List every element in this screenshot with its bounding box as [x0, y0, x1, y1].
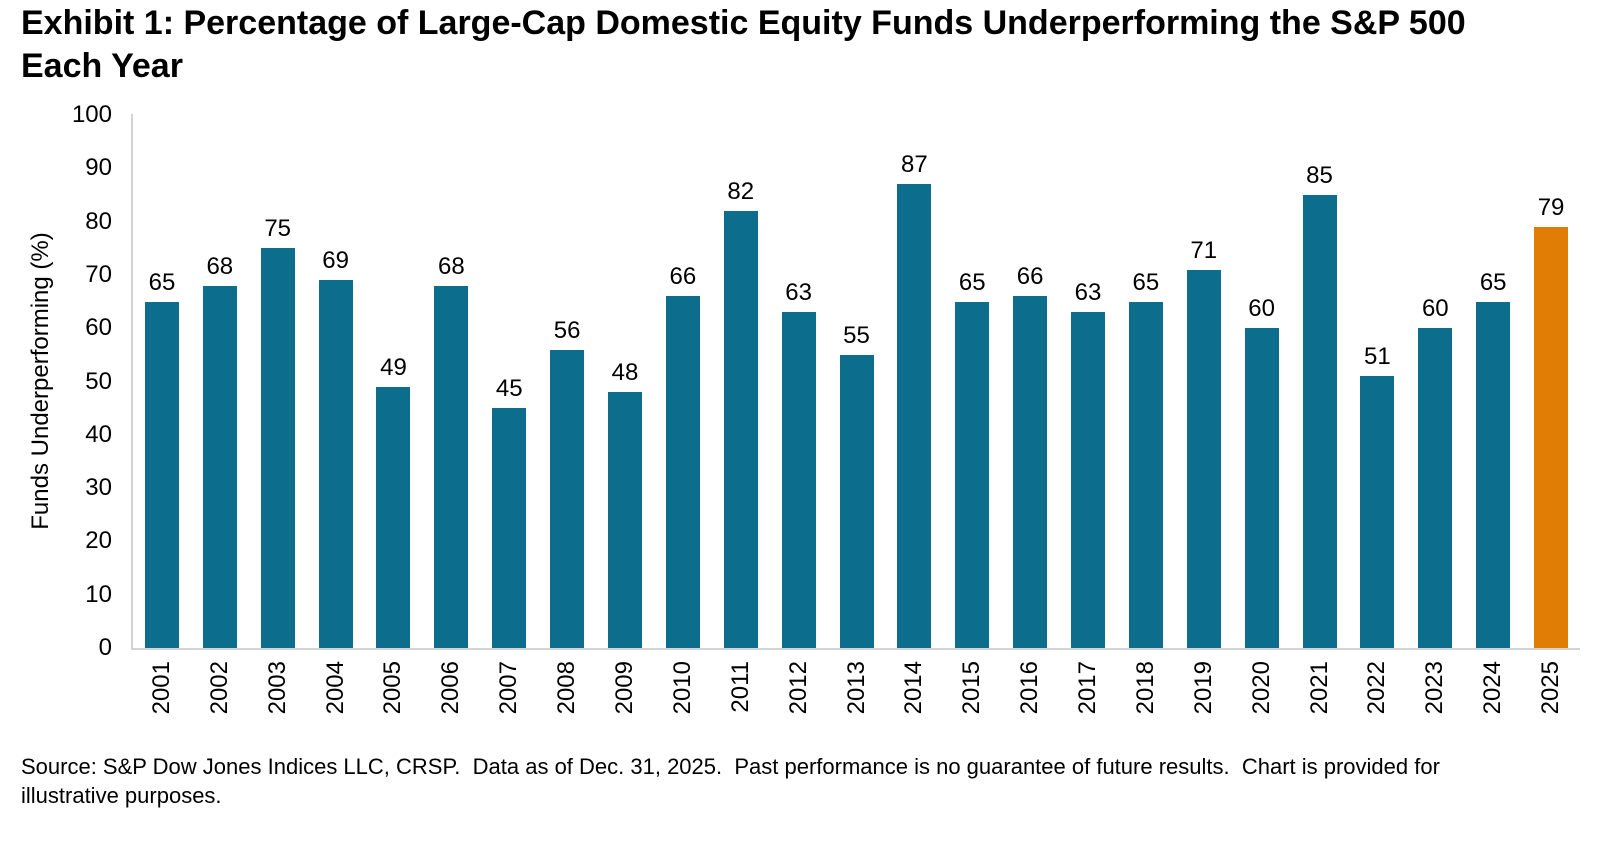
x-tick-label: 2025 [1537, 661, 1565, 715]
bar [1013, 296, 1048, 648]
bar-value-label: 49 [380, 353, 407, 381]
y-axis-ticks: 0 10 20 30 40 50 60 70 80 90 100 [0, 101, 112, 661]
y-tick-label: 20 [85, 527, 112, 555]
bar-value-label: 65 [1479, 268, 1507, 296]
y-tick-label: 0 [98, 634, 112, 661]
bar [1071, 312, 1106, 648]
bar-value-label: 82 [727, 177, 755, 205]
y-tick-label: 100 [71, 101, 112, 128]
x-tick-label: 2002 [205, 661, 233, 715]
x-tick-label: 2001 [147, 661, 175, 715]
bar [550, 349, 585, 648]
bar [1360, 376, 1395, 648]
y-tick-label: 60 [85, 314, 112, 342]
x-tick-label: 2017 [1074, 661, 1102, 715]
x-tick-label: 2023 [1421, 661, 1449, 715]
bar [492, 408, 527, 648]
x-tick-label: 2020 [1247, 661, 1275, 715]
bar [318, 280, 353, 648]
bar-value-label: 68 [437, 252, 465, 280]
x-tick-label: 2012 [784, 661, 812, 715]
x-axis-ticks: 2001 2002 2003 2004 2005 2006 2007 2008 2009 2010… [133, 651, 1580, 746]
bar-value-label: 60 [1248, 295, 1275, 323]
bar-value-label: 55 [843, 321, 870, 349]
bar [1476, 301, 1511, 648]
bar [1128, 301, 1163, 648]
x-tick-label: 2019 [1189, 661, 1217, 715]
bar-value-label: 56 [553, 316, 581, 344]
bar-value-label: 65 [1132, 268, 1160, 296]
bar-value-label: 75 [264, 215, 292, 243]
x-tick-label: 2006 [437, 661, 465, 715]
y-tick-label: 40 [85, 420, 112, 448]
bar [144, 301, 179, 648]
bar [839, 354, 874, 648]
bar [781, 312, 816, 648]
bar [1418, 328, 1453, 648]
bar-value-label: 66 [669, 263, 697, 291]
x-tick-label: 2003 [263, 661, 291, 715]
y-tick-label: 80 [85, 207, 112, 235]
y-tick-label: 10 [85, 580, 112, 608]
x-tick-label: 2016 [1016, 661, 1044, 715]
y-tick-label: 50 [85, 367, 112, 395]
bar [723, 210, 758, 648]
x-tick-label: 2008 [553, 661, 581, 715]
x-tick-label: 2018 [1131, 661, 1159, 715]
y-tick-label: 90 [85, 154, 112, 182]
bar-value-label: 66 [1016, 263, 1044, 291]
bar-value-label: 87 [901, 151, 928, 179]
x-axis-line [131, 648, 1580, 650]
bar-value-label: 60 [1421, 295, 1449, 323]
bar [1244, 328, 1279, 648]
bar-value-label: 45 [495, 375, 523, 403]
bar-value-label: 68 [206, 252, 234, 280]
x-tick-label: 2010 [668, 661, 696, 715]
x-tick-label: 2009 [610, 661, 638, 715]
bar [260, 248, 295, 648]
bar-value-label: 51 [1364, 343, 1391, 371]
source-note: Source: S&P Dow Jones Indices LLC, CRSP.… [21, 754, 1447, 808]
plot-area: 65 68 75 69 49 68 45 56 48 66 82 63 55 87 65 66 63 65 71 60… [133, 115, 1580, 648]
y-tick-label: 30 [85, 474, 112, 502]
chart-title: Exhibit 1: Percentage of Large-Cap Domes… [21, 4, 1466, 85]
bar-highlight [1534, 226, 1569, 648]
bar [607, 392, 642, 648]
x-tick-label: 2007 [495, 661, 523, 715]
bar [376, 386, 411, 648]
bar-value-label: 48 [611, 359, 639, 387]
bar-value-label: 65 [148, 268, 176, 296]
bar [1186, 269, 1221, 648]
x-tick-label: 2013 [842, 661, 870, 715]
bar-value-label: 85 [1306, 161, 1333, 189]
x-tick-label: 2024 [1479, 661, 1507, 715]
x-tick-label: 2014 [900, 661, 928, 715]
bar-value-label: 63 [1074, 279, 1102, 307]
bar-value-label: 63 [785, 279, 812, 307]
x-tick-label: 2015 [958, 661, 986, 715]
x-tick-label: 2011 [726, 661, 754, 713]
bar [434, 285, 469, 648]
bar [1302, 194, 1337, 648]
x-tick-label: 2005 [379, 661, 407, 715]
y-tick-label: 70 [85, 260, 112, 288]
bar [665, 296, 700, 648]
bar [897, 184, 932, 648]
x-tick-label: 2004 [321, 661, 349, 715]
x-tick-label: 2021 [1305, 661, 1333, 715]
x-tick-label: 2022 [1363, 661, 1391, 715]
y-axis-line [131, 114, 133, 650]
bar [955, 301, 990, 648]
bar-value-label: 65 [958, 268, 986, 296]
bar-value-label: 69 [322, 247, 349, 275]
bar [202, 285, 237, 648]
bar-value-label: 79 [1537, 193, 1565, 221]
bar-value-label: 71 [1190, 236, 1218, 264]
